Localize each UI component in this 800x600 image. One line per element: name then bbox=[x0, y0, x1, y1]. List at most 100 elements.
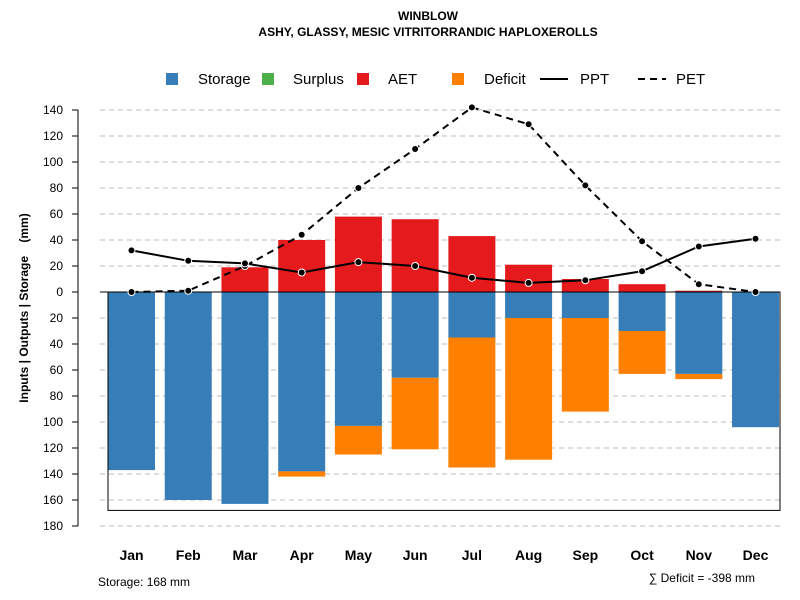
pet-point-dec bbox=[751, 288, 760, 296]
y-tick-label: 60 bbox=[50, 363, 64, 377]
legend-label-aet: AET bbox=[388, 71, 417, 88]
aet-bar-apr bbox=[278, 240, 326, 292]
x-tick-label: Apr bbox=[290, 547, 315, 563]
ppt-point-aug bbox=[524, 278, 533, 287]
y-axis-label: Inputs | Outputs | Storage (mm) bbox=[17, 213, 31, 402]
storage-bar-apr bbox=[278, 292, 326, 472]
bars bbox=[100, 216, 781, 511]
x-tick-label: Sep bbox=[572, 547, 598, 563]
pet-point-may bbox=[354, 184, 363, 192]
y-axis: 140 120 100 80 60 40 20 0 20 40 60 80 100 120 140 160 18… bbox=[43, 103, 79, 533]
ppt-point-mar bbox=[240, 259, 249, 268]
storage-bar-feb bbox=[164, 292, 212, 500]
legend-label-pet: PET bbox=[676, 71, 705, 88]
legend-swatch-aet bbox=[357, 73, 369, 85]
pet-point-feb bbox=[184, 286, 193, 295]
storage-bar-dec bbox=[732, 292, 780, 428]
aet-bar-aug bbox=[505, 264, 553, 292]
aet-bar-oct bbox=[618, 284, 666, 292]
storage-bar-aug bbox=[505, 292, 553, 318]
legend-swatch-surplus bbox=[262, 73, 274, 85]
chart-subtitle: ASHY, GLASSY, MESIC VITRITORRANDIC HAPLO… bbox=[258, 25, 597, 39]
pet-point-jul bbox=[467, 103, 476, 112]
x-tick-label: Mar bbox=[233, 547, 258, 563]
y-tick-label: 100 bbox=[43, 415, 63, 429]
ppt-point-may bbox=[354, 258, 363, 267]
storage-footnote: Storage: 168 mm bbox=[98, 575, 190, 589]
storage-bar-sep bbox=[561, 292, 609, 318]
x-tick-label: Aug bbox=[515, 547, 542, 563]
y-tick-label: 160 bbox=[43, 493, 63, 507]
lines bbox=[127, 103, 760, 296]
y-tick-label: 40 bbox=[50, 337, 64, 351]
storage-bar-nov bbox=[675, 292, 723, 374]
pet-point-oct bbox=[638, 237, 647, 246]
deficit-footnote: ∑ Deficit = -398 mm bbox=[649, 571, 755, 585]
aet-bar-jul bbox=[448, 236, 496, 292]
y-tick-label: 20 bbox=[50, 311, 64, 325]
x-tick-label: Oct bbox=[630, 547, 654, 563]
y-tick-label: 120 bbox=[43, 441, 63, 455]
ppt-point-jun bbox=[411, 262, 420, 270]
x-tick-label: Nov bbox=[686, 547, 713, 563]
x-tick-label: Jun bbox=[403, 547, 428, 563]
legend-label-deficit: Deficit bbox=[484, 71, 527, 88]
ppt-point-jan bbox=[127, 246, 136, 255]
legend-swatch-storage bbox=[166, 73, 178, 85]
aet-bar-sep bbox=[561, 279, 609, 292]
storage-bar-may bbox=[334, 292, 382, 426]
legend-label-storage: Storage bbox=[198, 71, 251, 88]
x-tick-label: Jan bbox=[119, 547, 143, 563]
ppt-point-feb bbox=[184, 256, 193, 265]
y-tick-label: 80 bbox=[50, 181, 64, 195]
aet-bar-mar bbox=[221, 267, 269, 292]
deficit-bar-oct bbox=[618, 331, 666, 374]
ppt-point-nov bbox=[694, 242, 703, 251]
y-tick-label: 100 bbox=[43, 155, 63, 169]
deficit-bar-jul bbox=[448, 337, 496, 468]
pet-point-jan bbox=[127, 288, 136, 296]
aet-bar-may bbox=[334, 216, 382, 292]
y-tick-label: 20 bbox=[50, 259, 64, 273]
aet-bar-jun bbox=[391, 219, 439, 292]
legend: Storage Surplus AET Deficit PPT PET bbox=[166, 71, 705, 88]
y-tick-label: 140 bbox=[43, 467, 63, 481]
y-tick-label: 140 bbox=[43, 103, 63, 117]
deficit-bar-nov bbox=[675, 373, 723, 380]
storage-bar-jul bbox=[448, 292, 496, 338]
legend-swatch-deficit bbox=[452, 73, 464, 85]
legend-label-ppt: PPT bbox=[580, 71, 609, 88]
storage-bar-jun bbox=[391, 292, 439, 378]
deficit-bar-sep bbox=[561, 318, 609, 412]
y-tick-label: 180 bbox=[43, 519, 63, 533]
ppt-point-jul bbox=[467, 273, 476, 282]
ppt-point-apr bbox=[297, 268, 306, 277]
ppt-point-sep bbox=[581, 276, 590, 285]
pet-point-aug bbox=[524, 120, 533, 129]
ppt-point-oct bbox=[638, 267, 647, 276]
y-tick-label: 60 bbox=[50, 207, 64, 221]
x-tick-label: Feb bbox=[176, 547, 201, 563]
pet-line bbox=[131, 106, 756, 293]
deficit-bar-may bbox=[334, 425, 382, 455]
x-tick-label: Dec bbox=[743, 547, 769, 563]
y-tick-label: 40 bbox=[50, 233, 64, 247]
pet-point-nov bbox=[694, 280, 703, 289]
y-tick-label: 80 bbox=[50, 389, 64, 403]
y-tick-label: 0 bbox=[56, 285, 63, 299]
deficit-bar-aug bbox=[505, 318, 553, 460]
pet-point-apr bbox=[297, 230, 306, 239]
x-axis-labels: Jan Feb Mar Apr May Jun Jul Aug Sep Oct Nov Dec bbox=[119, 547, 768, 563]
x-tick-label: Jul bbox=[462, 547, 482, 563]
deficit-bar-jun bbox=[391, 377, 439, 450]
storage-bar-mar bbox=[221, 292, 269, 504]
chart-title: WINBLOW bbox=[398, 9, 459, 23]
legend-label-surplus: Surplus bbox=[293, 71, 344, 88]
storage-bar-jan bbox=[108, 292, 155, 471]
storage-bar-oct bbox=[618, 292, 666, 331]
pet-point-sep bbox=[581, 181, 590, 190]
deficit-bar-apr bbox=[278, 471, 326, 477]
ppt-line bbox=[131, 237, 756, 284]
pet-point-jun bbox=[411, 145, 420, 153]
aet-bar-nov bbox=[675, 290, 723, 292]
